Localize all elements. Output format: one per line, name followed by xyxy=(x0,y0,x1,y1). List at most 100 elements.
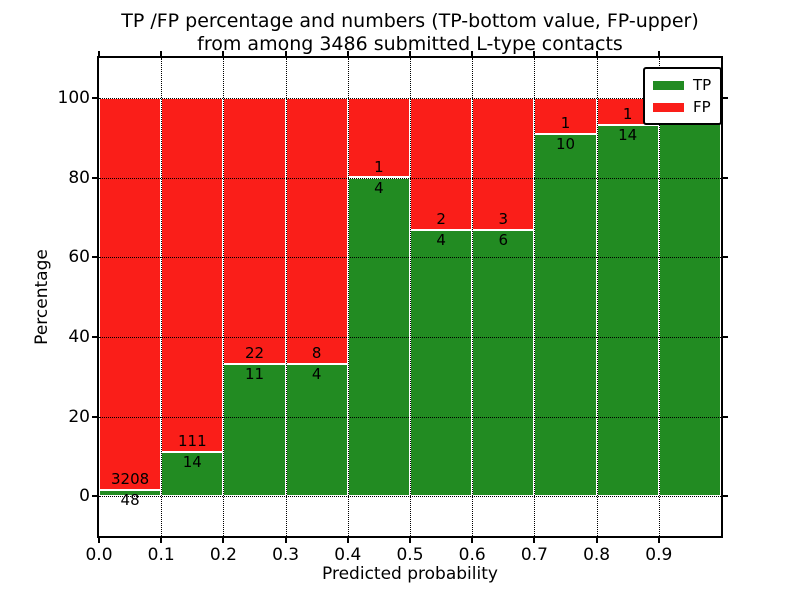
axis-tick xyxy=(595,51,598,56)
y-tick-label: 80 xyxy=(68,167,90,188)
gridline-horizontal xyxy=(99,416,721,418)
axis-tick xyxy=(160,51,163,56)
axis-tick xyxy=(284,538,287,543)
axis-tick xyxy=(723,495,728,498)
gridline-vertical xyxy=(472,58,474,536)
y-tick-label: 0 xyxy=(79,486,90,507)
legend-label-tp: TP xyxy=(693,76,712,94)
x-tick-label: 0.3 xyxy=(272,545,300,565)
gridline-horizontal xyxy=(99,336,721,338)
plot-area: 4832081411111224841426310114114 TP FP xyxy=(97,56,723,538)
bar-label-tp: 4 xyxy=(374,178,384,197)
axis-tick xyxy=(533,51,536,56)
axis-tick xyxy=(98,538,100,543)
y-tick-label: 20 xyxy=(68,406,90,427)
y-tick-label: 40 xyxy=(68,326,90,347)
bar-label-tp: 4 xyxy=(436,231,446,250)
x-tick-label: 0.6 xyxy=(458,545,486,565)
y-tick-label: 100 xyxy=(57,87,90,108)
axis-tick xyxy=(723,335,728,338)
grid-layer xyxy=(99,58,721,536)
bar-segment-tp xyxy=(472,230,535,497)
gridline-vertical xyxy=(347,58,349,536)
x-tick-label: 0.5 xyxy=(396,545,424,565)
axis-tick xyxy=(92,415,97,418)
bar-label-tp: 10 xyxy=(555,135,576,154)
gridline-vertical xyxy=(410,58,411,536)
axis-tick xyxy=(284,51,287,56)
bar-segment-tp xyxy=(223,363,286,497)
axis-tick xyxy=(409,538,411,543)
bar-label-fp: 2 xyxy=(436,210,446,229)
axis-tick xyxy=(92,176,97,179)
fp-swatch-icon xyxy=(653,102,684,112)
axis-tick xyxy=(723,256,728,259)
bar-label-fp: 22 xyxy=(244,343,265,362)
legend-item-fp: FP xyxy=(653,96,711,118)
bar-label-fp: 1 xyxy=(622,104,633,123)
x-axis-title: Predicted probability xyxy=(322,564,498,584)
bar-segment-tp xyxy=(99,490,162,497)
bar-label-tp: 4 xyxy=(311,364,322,383)
axis-tick xyxy=(98,51,100,56)
axis-tick xyxy=(471,51,474,56)
gridline-vertical xyxy=(658,58,660,536)
axis-tick xyxy=(533,538,536,543)
axis-tick xyxy=(595,538,598,543)
bar-label-tp: 11 xyxy=(244,364,265,383)
gridline-horizontal xyxy=(99,496,721,498)
axis-tick xyxy=(346,538,349,543)
bar-segment-fp xyxy=(99,97,162,491)
bar-segment-tp xyxy=(658,97,721,497)
bar-segment-fp xyxy=(410,97,473,231)
gridline-vertical xyxy=(534,58,536,536)
bar-label-fp: 8 xyxy=(311,343,322,362)
axis-tick xyxy=(92,335,97,338)
bar-label-tp: 48 xyxy=(120,491,140,510)
gridline-horizontal xyxy=(99,177,721,179)
y-tick-label: 60 xyxy=(68,247,90,268)
bar-label-fp: 1 xyxy=(374,157,384,176)
axis-tick xyxy=(222,538,225,543)
x-tick-label: 0.0 xyxy=(85,545,113,565)
bar-segment-fp xyxy=(161,97,224,452)
legend: TP FP xyxy=(643,67,723,125)
bar-segment-tp xyxy=(285,363,348,497)
gridline-horizontal xyxy=(99,257,721,259)
bar-label-fp: 3208 xyxy=(111,470,150,489)
axis-tick xyxy=(723,96,728,99)
axis-tick xyxy=(409,51,411,56)
bar-label-fp: 1 xyxy=(560,114,571,133)
x-tick-label: 0.7 xyxy=(520,545,548,565)
bar-segment-tp xyxy=(161,451,224,497)
bars-layer xyxy=(99,58,721,536)
gridline-vertical xyxy=(161,58,163,536)
axis-tick xyxy=(346,51,349,56)
bar-label-tp: 14 xyxy=(182,452,202,471)
legend-item-tp: TP xyxy=(653,74,711,96)
chart-title-line1: TP /FP percentage and numbers (TP-bottom… xyxy=(121,10,699,32)
gridline-vertical xyxy=(223,58,225,536)
chart-title: TP /FP percentage and numbers (TP-bottom… xyxy=(97,10,723,56)
bar-label-fp: 111 xyxy=(177,431,207,450)
gridline-vertical xyxy=(596,58,598,536)
bar-labels-layer: 4832081411111224841426310114114 xyxy=(99,58,721,536)
bar-label-tp: 6 xyxy=(498,231,509,250)
axis-tick xyxy=(723,176,728,179)
x-tick-label: 0.2 xyxy=(209,545,237,565)
gridline-horizontal xyxy=(99,97,721,99)
axis-tick xyxy=(92,256,97,259)
axis-tick xyxy=(471,538,474,543)
axis-tick xyxy=(657,51,660,56)
axis-tick xyxy=(657,538,660,543)
tp-swatch-icon xyxy=(653,80,684,90)
x-tick-label: 0.1 xyxy=(147,545,175,565)
bar-segment-tp xyxy=(534,134,597,497)
x-tick-label: 0.4 xyxy=(334,545,362,565)
axis-tick xyxy=(723,415,728,418)
x-tick-label: 0.9 xyxy=(645,545,673,565)
axis-tick xyxy=(92,495,97,498)
legend-label-fp: FP xyxy=(693,98,711,116)
axis-tick xyxy=(222,51,225,56)
